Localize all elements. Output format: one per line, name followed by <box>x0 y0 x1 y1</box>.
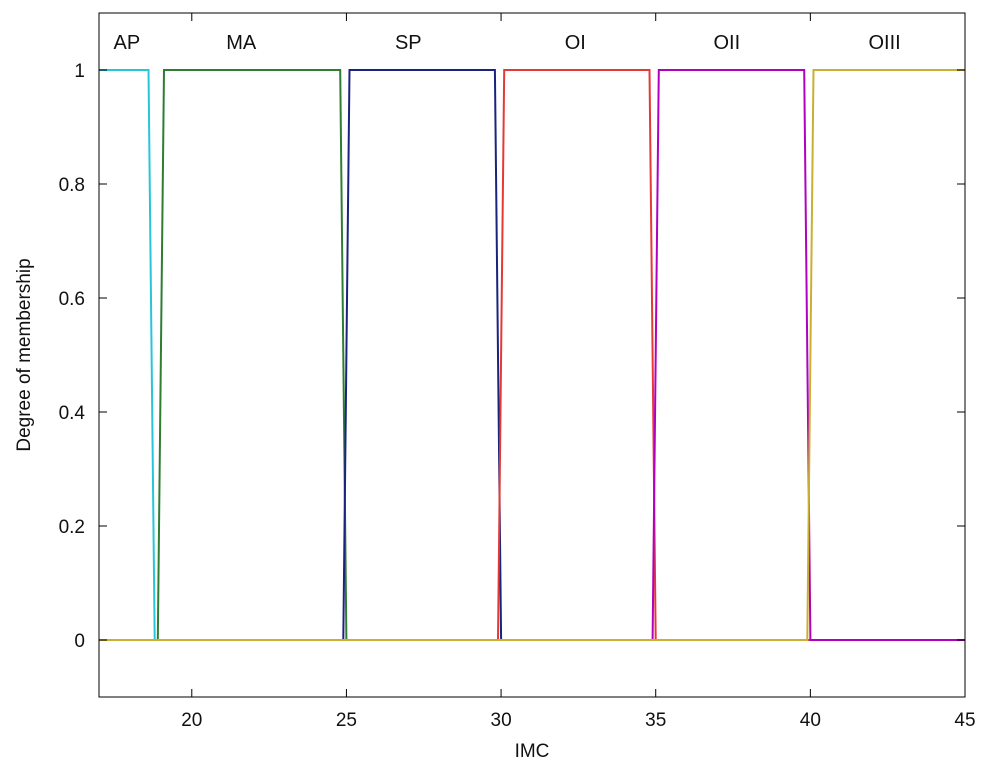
x-tick-label: 30 <box>491 710 512 731</box>
set-label-ma: MA <box>226 32 257 54</box>
plot-frame <box>98 12 966 698</box>
set-label-ap: AP <box>113 32 140 54</box>
y-tick-label: 0.6 <box>59 289 85 310</box>
y-tick-label: 1 <box>74 61 85 82</box>
set-label-sp: SP <box>395 32 422 54</box>
y-tick-label: 0.2 <box>59 517 85 538</box>
plot-area <box>99 13 965 697</box>
y-tick-label: 0.4 <box>59 403 86 424</box>
x-axis-title: IMC <box>515 741 550 762</box>
x-tick-label: 35 <box>645 710 666 731</box>
y-tick-label: 0 <box>74 631 85 652</box>
set-label-layer: AP MA SP OI OII OIII <box>113 32 900 54</box>
x-tick-label: 45 <box>954 710 975 731</box>
x-tick-label: 25 <box>336 710 357 731</box>
y-tick-label: 0.8 <box>59 175 85 196</box>
set-label-oiii: OIII <box>868 32 900 54</box>
tick-layer: 20 25 30 35 40 45 0 0.2 0.4 0.6 0.8 1 <box>59 13 976 731</box>
set-label-oi: OI <box>565 32 586 54</box>
series-layer <box>99 69 965 641</box>
y-axis-title: Degree of membership <box>14 258 35 451</box>
set-label-oii: OII <box>714 32 741 54</box>
series-line-oiii <box>99 69 965 641</box>
x-tick-label: 40 <box>800 710 821 731</box>
x-tick-label: 20 <box>181 710 202 731</box>
